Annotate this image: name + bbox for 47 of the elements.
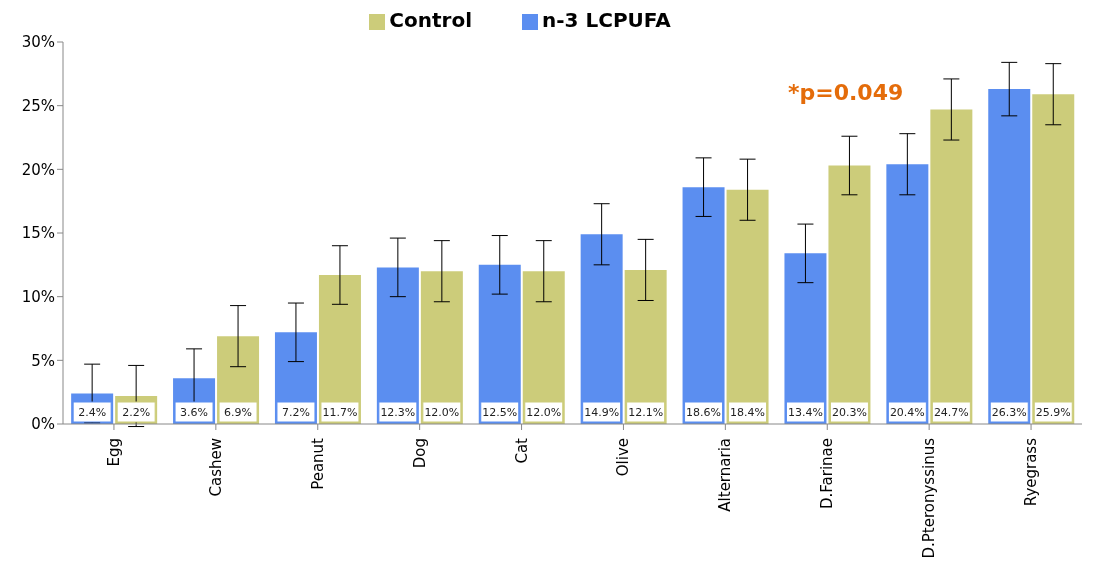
x-tick-label: Alternaria: [716, 438, 735, 512]
legend-label: Control: [389, 8, 473, 32]
data-label: 12.1%: [628, 406, 664, 419]
y-tick-label: 25%: [21, 96, 55, 115]
data-label: 2.4%: [78, 406, 107, 419]
data-label: 3.6%: [180, 406, 209, 419]
data-label: 26.3%: [991, 406, 1027, 419]
x-tick-label: D.Farinae: [818, 438, 837, 510]
x-tick-label: Ryegrass: [1022, 437, 1041, 507]
x-tick-label: D.Pteronyssinus: [920, 437, 939, 559]
data-label: 20.3%: [831, 406, 867, 419]
bar: [930, 109, 973, 424]
data-label: 20.4%: [889, 406, 925, 419]
y-tick-label: 5%: [31, 351, 55, 370]
bar: [726, 189, 769, 424]
data-label: 18.4%: [730, 406, 766, 419]
y-tick-label: 0%: [31, 415, 55, 434]
bar: [886, 164, 929, 424]
x-tick-label: Peanut: [308, 437, 327, 490]
data-label: 24.7%: [933, 406, 969, 419]
data-label: 14.9%: [584, 406, 620, 419]
data-label: 25.9%: [1035, 406, 1071, 419]
y-tick-label: 10%: [21, 287, 55, 306]
bar: [682, 187, 725, 424]
data-label: 18.6%: [686, 406, 722, 419]
y-tick-label: 20%: [21, 160, 55, 179]
data-label: 11.7%: [322, 406, 358, 419]
data-label: 7.2%: [281, 406, 310, 419]
y-tick-label: 15%: [21, 224, 55, 243]
y-tick-label: 30%: [21, 33, 55, 52]
data-label: 12.0%: [424, 406, 460, 419]
bar: [988, 89, 1031, 424]
x-tick-label: Cat: [512, 437, 531, 464]
bar: [828, 165, 871, 424]
data-label: 12.5%: [482, 406, 518, 419]
data-label: 13.4%: [787, 406, 823, 419]
x-tick-label: Dog: [410, 438, 429, 469]
x-tick-label: Cashew: [206, 438, 225, 497]
data-label: 12.0%: [526, 406, 562, 419]
legend-label: n-3 LCPUFA: [542, 8, 671, 32]
bar: [1032, 94, 1075, 424]
data-label: 6.9%: [224, 406, 253, 419]
x-tick-label: Olive: [614, 438, 633, 477]
data-label: 2.2%: [122, 406, 151, 419]
x-tick-label: Egg: [104, 438, 123, 467]
data-label: 12.3%: [380, 406, 416, 419]
annotation: *p=0.049: [788, 80, 904, 105]
